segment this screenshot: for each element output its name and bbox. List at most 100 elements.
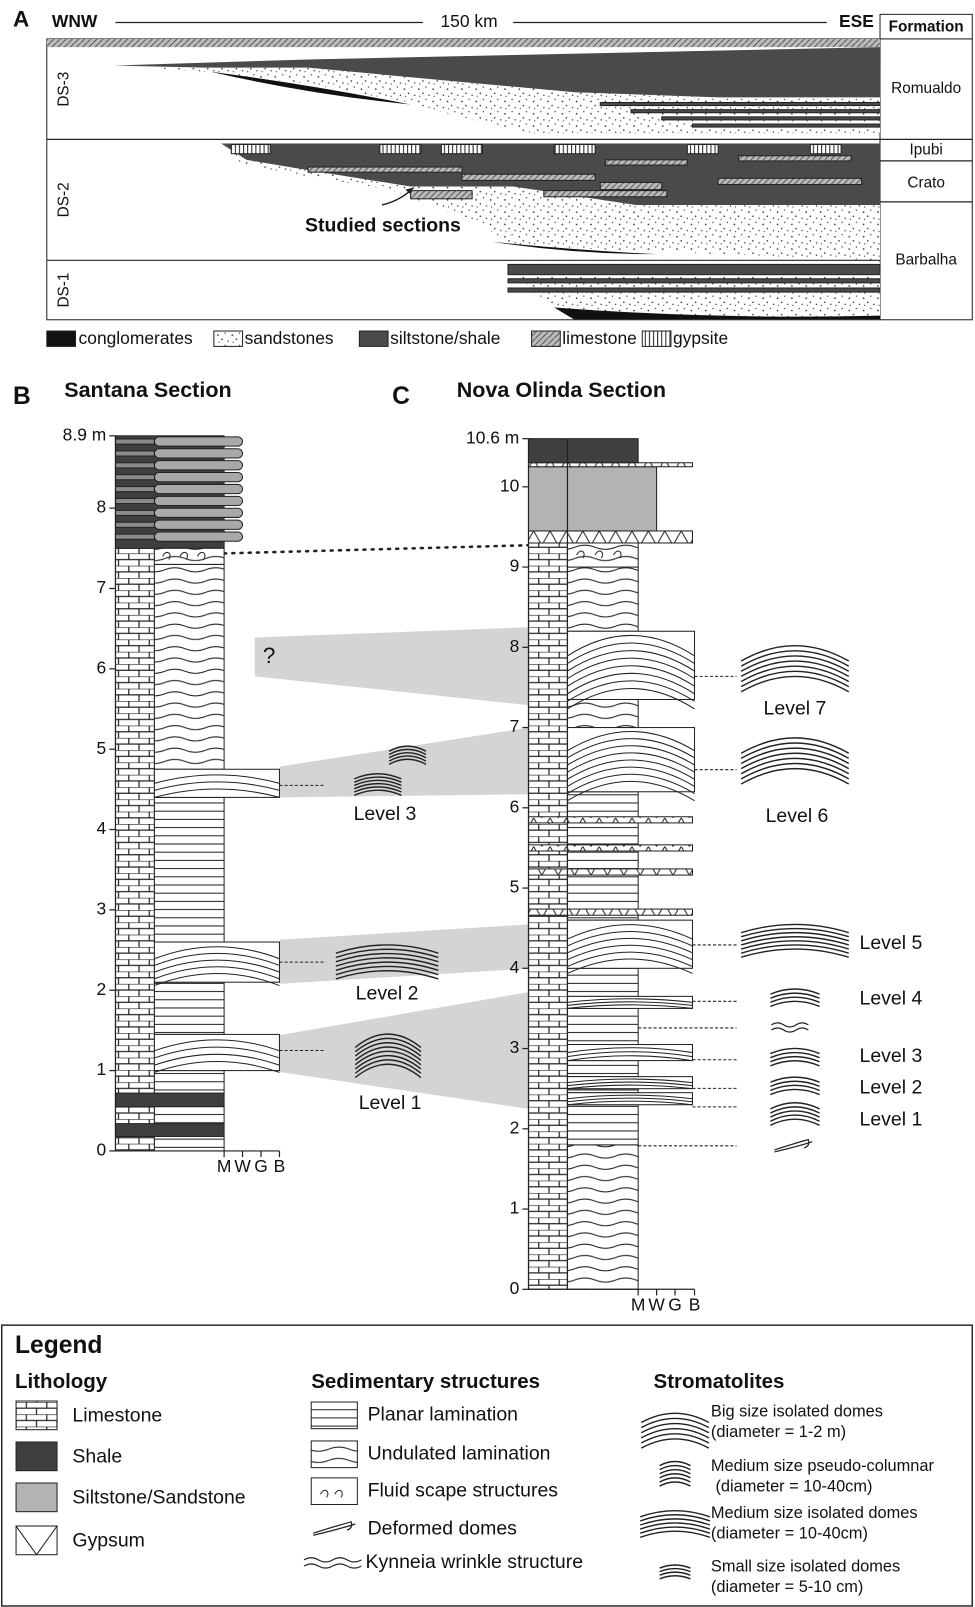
gypsite-lens (231, 145, 270, 154)
stromatolite-icon (640, 1511, 710, 1517)
structure-bed (567, 792, 638, 920)
shale-strip (508, 279, 880, 283)
legend-text: (diameter = 5-10 cm) (711, 1578, 863, 1596)
legend-text: sandstones (245, 328, 334, 348)
siltstone-bed (115, 522, 154, 527)
tick-label: 5 (510, 877, 520, 897)
scale-label: 150 km (441, 11, 498, 31)
level-label: Level 6 (766, 805, 829, 827)
tick-label: 9 (510, 556, 520, 576)
grain-size-label: G (668, 1294, 682, 1314)
tick-label: 1 (510, 1198, 520, 1218)
legend-swatch (16, 1401, 57, 1430)
level-label: Level 5 (860, 932, 923, 954)
legend-swatch (642, 331, 671, 346)
structure-bed (567, 1089, 638, 1093)
correlation-band (279, 728, 528, 798)
legend-text: Shale (72, 1446, 122, 1468)
kynneia-icon (771, 1023, 808, 1032)
legend-text: Small size isolated domes (711, 1557, 900, 1575)
stromatolite-icon (640, 1515, 710, 1521)
stromatolite-icon (641, 1439, 709, 1448)
deformed-dome-icon (313, 1522, 355, 1535)
gypsite-lens (687, 145, 718, 154)
stromatolite-icon (770, 1103, 819, 1109)
figure: AWNW150 kmESEFormationStudied sectionsRo… (0, 0, 975, 1607)
siltstone-bed (115, 475, 154, 480)
legend-swatch (16, 1483, 57, 1512)
shale-strip (692, 124, 880, 127)
grain-size-label: M (631, 1294, 646, 1314)
limestone-column (115, 548, 154, 1151)
legend-text: Kynneia wrinkle structure (366, 1551, 584, 1573)
shale-strip (662, 117, 880, 120)
shale-bed (115, 1093, 224, 1107)
formation-name: Crato (907, 175, 945, 192)
sequence-label: DS-1 (55, 273, 72, 308)
structure-bed (567, 968, 638, 996)
structure-bed (154, 982, 224, 1034)
tick-label: 1 (97, 1059, 107, 1079)
shale-bed (528, 439, 638, 463)
legend-swatch (16, 1526, 57, 1555)
legend-text: gypsite (673, 328, 728, 348)
correlation-band (255, 627, 529, 705)
shale-strip (508, 288, 880, 292)
legend-swatch (532, 331, 561, 346)
legend-swatch (214, 331, 243, 346)
structure-bed (567, 567, 638, 631)
legend-text: Siltstone/Sandstone (72, 1487, 245, 1509)
legend-text: Limestone (72, 1405, 162, 1427)
grain-size-label: G (254, 1156, 268, 1176)
legend-heading: Stromatolites (654, 1370, 785, 1393)
question-mark: ? (263, 643, 276, 668)
legend-text: Deformed domes (368, 1517, 518, 1539)
gypsum-bed (528, 531, 692, 543)
stromatolite-icon (770, 1089, 819, 1094)
legend-text: Big size isolated domes (711, 1403, 883, 1421)
siltstone-bed (115, 463, 154, 468)
level-label: Level 2 (356, 982, 419, 1004)
limestone-strip (308, 167, 462, 172)
legend-text: siltstone/shale (390, 328, 500, 348)
grain-size-label: M (217, 1156, 232, 1176)
stromatolite-icon (770, 1061, 819, 1066)
gypsite-lens (554, 145, 595, 154)
gypsum-bed (528, 817, 692, 823)
panel-label: A (13, 6, 29, 31)
siltstone-lens (154, 461, 242, 470)
structure-bed (567, 1061, 638, 1077)
structure-bed (154, 1136, 224, 1150)
deformed-dome-icon (774, 1140, 812, 1152)
stromatolite-icon (660, 1482, 691, 1486)
siltstone-lens (154, 449, 242, 458)
section-title: Santana Section (64, 378, 231, 402)
gypsum-bed (528, 869, 692, 875)
legend-title: Legend (15, 1332, 102, 1359)
siltstone-lens (154, 437, 242, 446)
siltstone-bed (115, 439, 154, 444)
legend-swatch (47, 331, 76, 346)
stromatolite-icon (770, 1001, 819, 1006)
siltstone-lens (154, 473, 242, 482)
correlation-line (224, 545, 528, 553)
limestone-strip (544, 191, 667, 197)
tick-label: 8 (510, 636, 520, 656)
limestone-strip (718, 178, 861, 184)
limestone-band (47, 39, 880, 47)
direction-label: WNW (52, 11, 98, 31)
panel-label: C (392, 383, 410, 410)
shale-strip (631, 110, 880, 113)
grain-size-label: W (234, 1156, 251, 1176)
tick-label: 4 (97, 818, 107, 838)
shale-strip (600, 102, 880, 105)
structure-bed (567, 699, 638, 727)
legend-heading: Lithology (15, 1370, 108, 1393)
legend-text: conglomerates (79, 328, 193, 348)
limestone-strip (600, 182, 661, 189)
legend-text: (diameter = 10-40cm) (711, 1477, 873, 1495)
tick-label: 3 (97, 898, 107, 918)
tick-label: 3 (510, 1037, 520, 1057)
structure-bed (567, 1105, 638, 1145)
siltstone-lens (154, 496, 242, 505)
